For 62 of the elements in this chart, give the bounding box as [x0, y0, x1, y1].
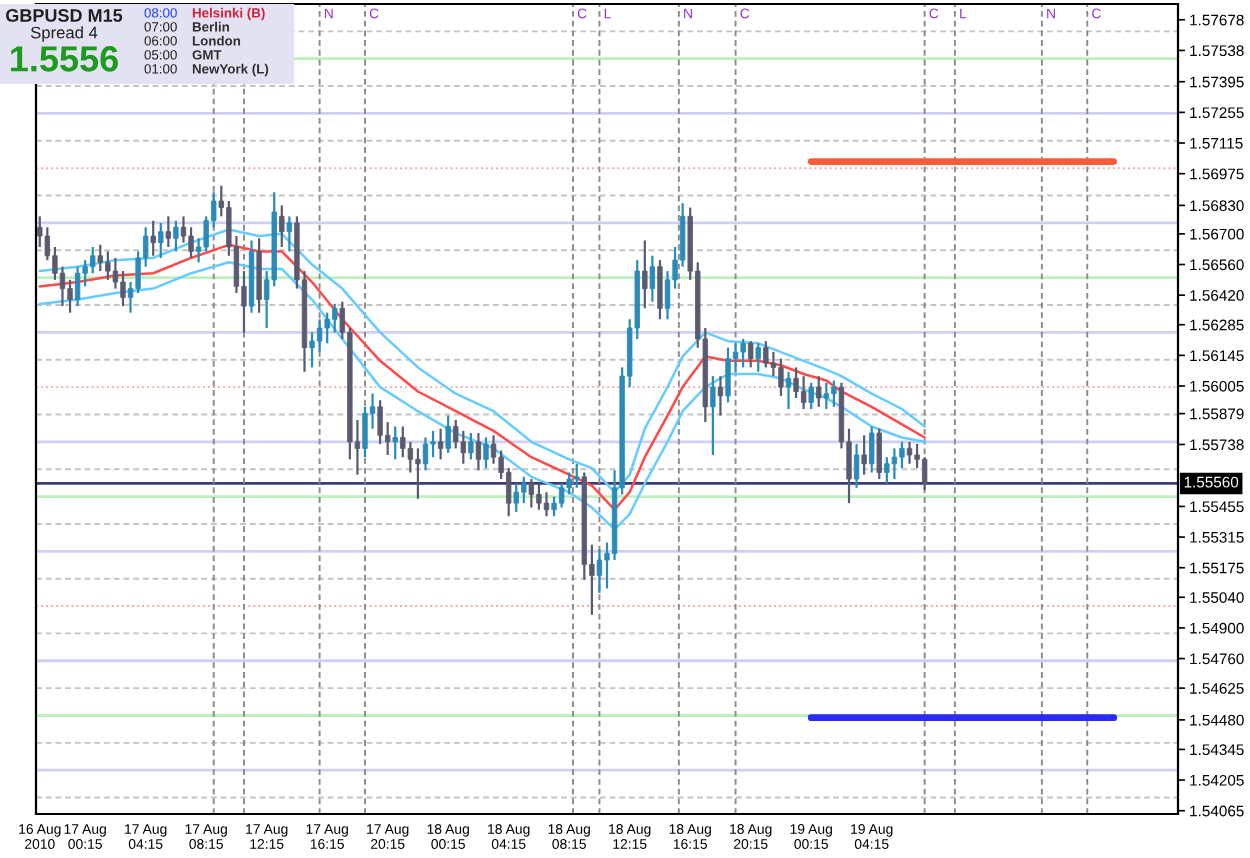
candlestick: [574, 462, 580, 489]
candlestick: [800, 375, 807, 411]
candlestick: [521, 475, 527, 505]
candlestick: [823, 381, 830, 411]
candlestick: [475, 431, 482, 472]
candlestick: [642, 239, 648, 310]
candlestick: [853, 442, 860, 489]
candlestick: [808, 381, 814, 411]
candlestick: [415, 447, 421, 500]
candlestick: [921, 456, 928, 492]
candlestick: [543, 491, 550, 518]
candlestick: [763, 340, 769, 369]
candlestick: [105, 250, 111, 281]
candlestick: [748, 340, 754, 369]
candlestick: [279, 204, 285, 249]
candlestick: [392, 425, 398, 461]
candlestick: [876, 427, 882, 481]
candlestick: [173, 219, 179, 253]
candlestick: [861, 434, 867, 476]
candlestick: [445, 414, 451, 454]
candlestick: [649, 254, 656, 303]
candlestick: [596, 548, 603, 594]
candlestick: [422, 436, 429, 472]
candlestick: [831, 379, 837, 408]
candlestick: [906, 440, 913, 465]
candlestick: [884, 456, 890, 485]
candlestick: [74, 265, 81, 308]
candlestick: [150, 219, 156, 257]
candlestick: [551, 495, 557, 518]
candlestick: [180, 215, 187, 244]
candlestick: [785, 370, 792, 411]
candlestick: [793, 366, 799, 400]
candlestick: [316, 318, 323, 354]
candlestick: [755, 342, 761, 373]
candlestick: [468, 431, 474, 461]
candlestick: [286, 215, 293, 253]
candlestick: [816, 375, 822, 408]
text: Spread 4: [30, 26, 98, 42]
candlestick: [332, 302, 338, 334]
candlestick: [528, 477, 535, 509]
candlestick: [112, 256, 119, 290]
candlestick: [657, 259, 663, 321]
candlestick: [717, 375, 724, 417]
candlestick: [437, 427, 444, 461]
candlestick: [778, 357, 784, 397]
candlestick: [536, 482, 542, 511]
candlestick: [710, 375, 716, 457]
candlestick: [725, 346, 731, 404]
candlestick: [377, 399, 383, 446]
chart-title: GBPUSD M15: [6, 9, 123, 22]
candlestick: [513, 482, 519, 513]
candlestick: [324, 311, 330, 345]
candlestick: [483, 436, 489, 470]
candlestick: [869, 425, 875, 474]
candlestick: [891, 447, 898, 481]
candlestick: [740, 337, 746, 369]
candlestick: [158, 221, 164, 260]
candlestick: [90, 245, 96, 275]
annotation: 1.5556: [11, 46, 118, 72]
candlestick: [165, 215, 172, 249]
candlestick: [97, 243, 103, 273]
candlestick: [490, 434, 497, 465]
